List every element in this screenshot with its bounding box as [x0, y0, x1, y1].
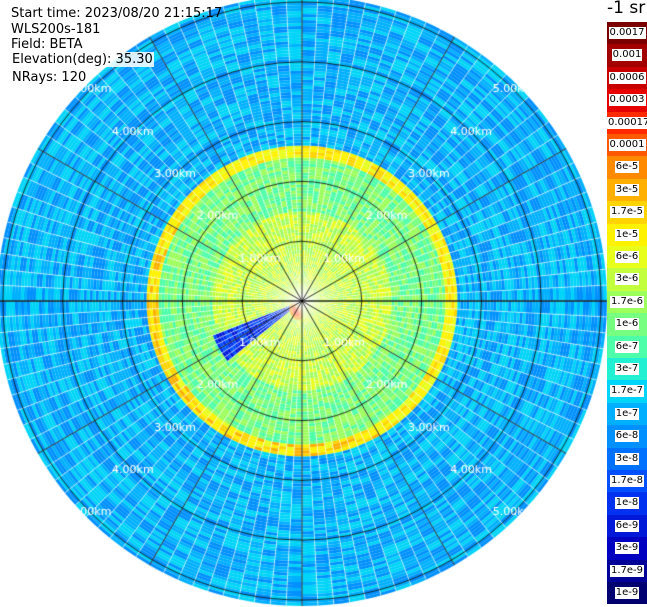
colorbar-cell: 6e-9	[607, 514, 647, 538]
colorbar-tick-label: 1e-5	[614, 228, 640, 241]
colorbar-cell: 6e-7	[607, 335, 647, 358]
colorbar-tick-label: 0.0006	[608, 71, 646, 84]
start-time-label: Start time: 2023/08/20 21:15:17	[11, 6, 223, 21]
nrays-label: NRays: 120	[11, 70, 88, 85]
colorbar-cell: 1.7e-7	[607, 380, 647, 403]
colorbar-tick-label: 1e-6	[614, 318, 640, 331]
colorbar-tick-label: 3e-8	[614, 452, 640, 465]
colorbar-tick-label: 1.7e-5	[609, 206, 645, 219]
colorbar-tick-label: 1e-7	[614, 407, 640, 420]
colorbar-cell: 0.00017	[607, 111, 647, 134]
colorbar-cell: 3e-9	[607, 537, 647, 560]
colorbar-cell: 1.7e-6	[607, 290, 647, 314]
colorbar-tick-label: 0.0003	[608, 94, 646, 107]
colorbar-tick-label: 0.0017	[608, 27, 646, 39]
colorbar-cell: 3e-5	[607, 178, 647, 202]
colorbar-cell: 1.7e-9	[607, 559, 647, 582]
colorbar-tick-label: 3e-7	[614, 363, 640, 375]
colorbar-cell: 1e-5	[607, 223, 647, 246]
colorbar-tick-label: 1.7e-6	[609, 295, 645, 308]
colorbar-cell: 0.001	[607, 44, 647, 67]
colorbar-tick-label: 1e-9	[614, 587, 640, 599]
colorbar-cell: 3e-7	[607, 358, 647, 381]
colorbar-tick-label: 3e-6	[614, 273, 640, 286]
instrument-label: WLS200s-181	[11, 22, 101, 37]
colorbar-tick-label: 6e-9	[614, 519, 640, 532]
colorbar-cell: 3e-8	[607, 447, 647, 470]
colorbar-cell: 1.7e-8	[607, 470, 647, 493]
colorbar-tick-label: 1.7e-7	[609, 385, 645, 398]
colorbar-cell: 1e-9	[607, 582, 647, 605]
colorbar-cell: 0.0006	[607, 66, 647, 90]
colorbar-cell: 1e-8	[607, 492, 647, 515]
colorbar-tick-label: 3e-5	[614, 183, 640, 196]
colorbar-tick-label: 6e-6	[614, 251, 640, 263]
colorbar-tick-label: 3e-9	[614, 542, 640, 555]
colorbar-cell: 0.0001	[607, 134, 647, 157]
colorbar-cell: 1e-6	[607, 313, 647, 336]
colorbar-cell: 3e-6	[607, 268, 647, 291]
colorbar-cell: 6e-6	[607, 246, 647, 269]
colorbar-cell: 6e-8	[607, 425, 647, 448]
colorbar-tick-label: 6e-8	[614, 430, 640, 443]
colorbar-tick-label: 0.00017	[607, 116, 647, 129]
colorbar-tick-label: 1.7e-9	[609, 564, 645, 577]
colorbar-tick-label: 1.7e-8	[609, 475, 645, 487]
colorbar-cell: 0.0017	[607, 22, 647, 45]
colorbar-tick-label: 0.001	[611, 49, 643, 62]
field-label: Field: BETA	[11, 37, 83, 52]
colorbar-tick-label: 1e-8	[614, 497, 640, 510]
elevation-label: Elevation(deg): 35.30	[11, 52, 154, 67]
colorbar-cell: 0.0003	[607, 89, 647, 112]
colorbar-tick-label: 6e-7	[614, 340, 640, 353]
colorbar-cell: 1.7e-5	[607, 201, 647, 224]
colorbar-tick-label: 6e-5	[614, 161, 640, 174]
colorbar-unit: -1 sr	[607, 0, 646, 18]
colorbar-tick-label: 0.0001	[608, 139, 646, 151]
colorbar-cell: 1e-7	[607, 402, 647, 426]
colorbar-cell: 6e-5	[607, 156, 647, 179]
